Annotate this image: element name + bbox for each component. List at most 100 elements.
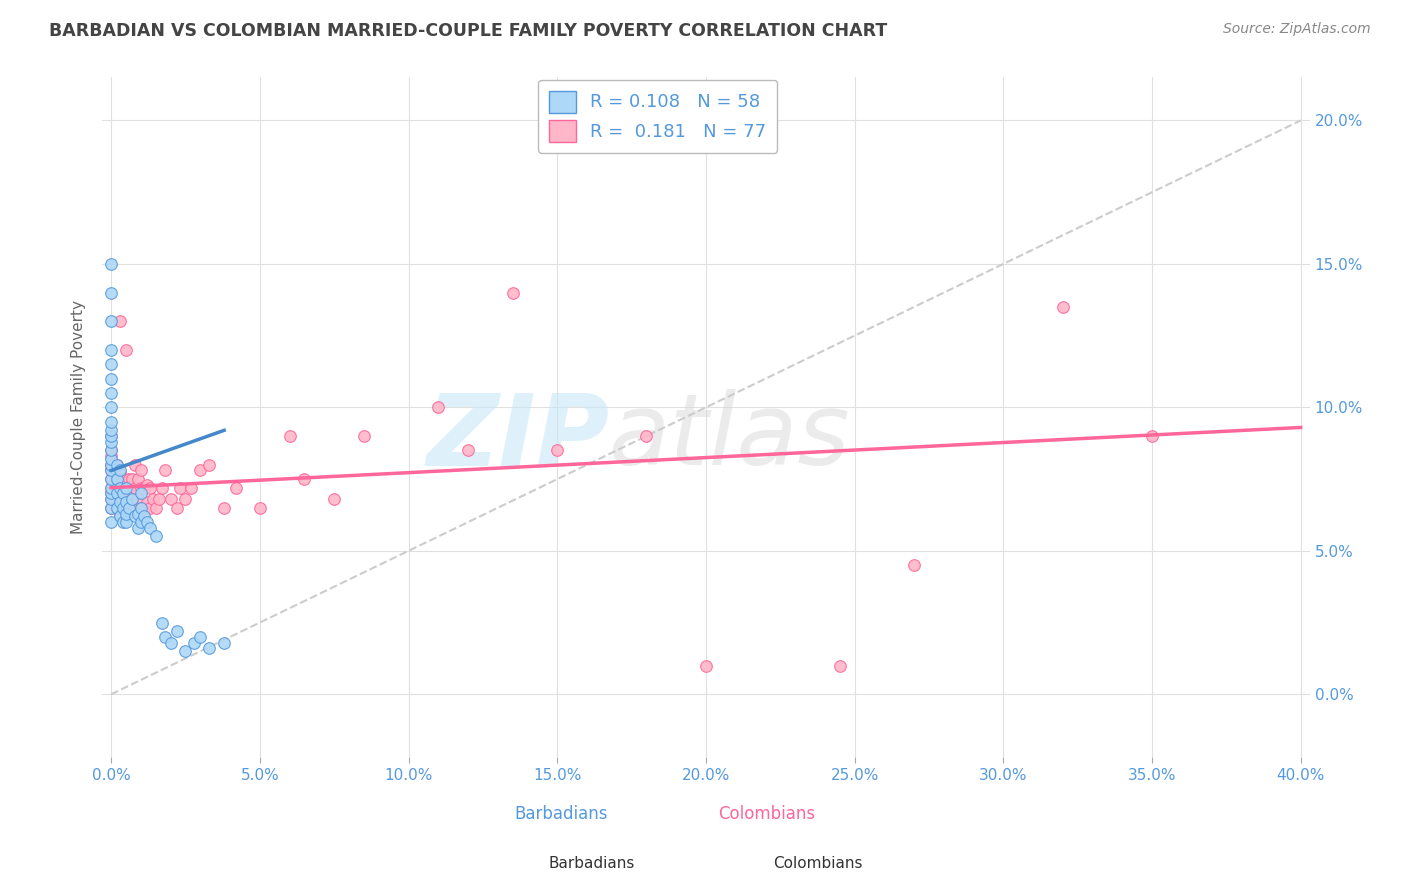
Colombians [108, 507, 131, 521]
Colombians [124, 500, 146, 515]
Colombians [153, 463, 176, 477]
Colombians [100, 429, 122, 443]
Barbadians [115, 495, 138, 509]
Colombians [129, 500, 152, 515]
Colombians [636, 429, 658, 443]
Colombians [1140, 429, 1163, 443]
Barbadians [183, 635, 205, 649]
Colombians [174, 492, 197, 507]
Barbadians [105, 458, 128, 472]
Barbadians [188, 630, 211, 644]
Barbadians [100, 492, 122, 507]
Barbadians [127, 507, 149, 521]
Y-axis label: Married-Couple Family Poverty: Married-Couple Family Poverty [72, 301, 86, 534]
Barbadians [108, 509, 131, 524]
Barbadians [132, 509, 155, 524]
Barbadians [115, 481, 138, 495]
Barbadians [100, 463, 122, 477]
Colombians [294, 472, 316, 486]
Colombians [121, 472, 143, 486]
Barbadians [159, 635, 181, 649]
Colombians [695, 658, 717, 673]
Colombians [502, 285, 524, 300]
Barbadians [100, 423, 122, 437]
Colombians [198, 458, 221, 472]
Colombians [225, 481, 247, 495]
Barbadians [105, 500, 128, 515]
Colombians [903, 558, 925, 573]
Colombians [188, 463, 211, 477]
Text: BARBADIAN VS COLOMBIAN MARRIED-COUPLE FAMILY POVERTY CORRELATION CHART: BARBADIAN VS COLOMBIAN MARRIED-COUPLE FA… [49, 22, 887, 40]
Colombians [118, 472, 141, 486]
Barbadians [105, 486, 128, 500]
Colombians [115, 481, 138, 495]
Barbadians [115, 507, 138, 521]
Colombians [169, 481, 191, 495]
Colombians [100, 500, 122, 515]
Colombians [105, 472, 128, 486]
Barbadians [115, 515, 138, 529]
Barbadians [100, 386, 122, 401]
Barbadians [129, 500, 152, 515]
Barbadians [112, 500, 135, 515]
Colombians [159, 492, 181, 507]
Barbadians [129, 515, 152, 529]
Colombians [100, 463, 122, 477]
Colombians [112, 472, 135, 486]
Barbadians [100, 343, 122, 357]
Colombians [278, 429, 301, 443]
Barbadians [100, 401, 122, 415]
Colombians [457, 443, 479, 458]
Barbadians [100, 472, 122, 486]
Barbadians [139, 521, 162, 535]
Colombians [148, 492, 170, 507]
Colombians [127, 472, 149, 486]
Text: Barbadians: Barbadians [548, 856, 634, 871]
Colombians [427, 401, 450, 415]
Colombians [139, 500, 162, 515]
Barbadians [166, 624, 188, 639]
Barbadians [100, 257, 122, 271]
Colombians [115, 509, 138, 524]
Barbadians [100, 285, 122, 300]
Barbadians [100, 434, 122, 449]
Colombians [150, 481, 173, 495]
Barbadians [100, 458, 122, 472]
Colombians [105, 458, 128, 472]
Colombians [108, 467, 131, 481]
Barbadians [108, 495, 131, 509]
Colombians [103, 478, 125, 492]
Colombians [100, 481, 122, 495]
Barbadians [153, 630, 176, 644]
Barbadians [127, 521, 149, 535]
Barbadians [108, 481, 131, 495]
Barbadians [100, 415, 122, 429]
Text: ZIP: ZIP [426, 389, 609, 486]
Barbadians [100, 372, 122, 386]
Colombians [323, 492, 346, 507]
Colombians [100, 486, 122, 500]
Barbadians [100, 357, 122, 371]
Barbadians [100, 515, 122, 529]
Colombians [129, 463, 152, 477]
Barbadians [100, 452, 122, 467]
Barbadians [108, 463, 131, 477]
Colombians [108, 481, 131, 495]
Barbadians [174, 644, 197, 658]
Colombians [103, 492, 125, 507]
Colombians [100, 443, 122, 458]
Colombians [108, 492, 131, 507]
Colombians [132, 481, 155, 495]
Colombians [135, 478, 157, 492]
Colombians [115, 495, 138, 509]
Colombians [1052, 300, 1074, 314]
Colombians [108, 314, 131, 328]
Colombians [145, 500, 167, 515]
Colombians [100, 472, 122, 486]
Colombians [212, 500, 235, 515]
Colombians [105, 486, 128, 500]
Barbadians [150, 615, 173, 630]
Barbadians [100, 486, 122, 500]
Colombians [142, 492, 165, 507]
Barbadians [112, 515, 135, 529]
